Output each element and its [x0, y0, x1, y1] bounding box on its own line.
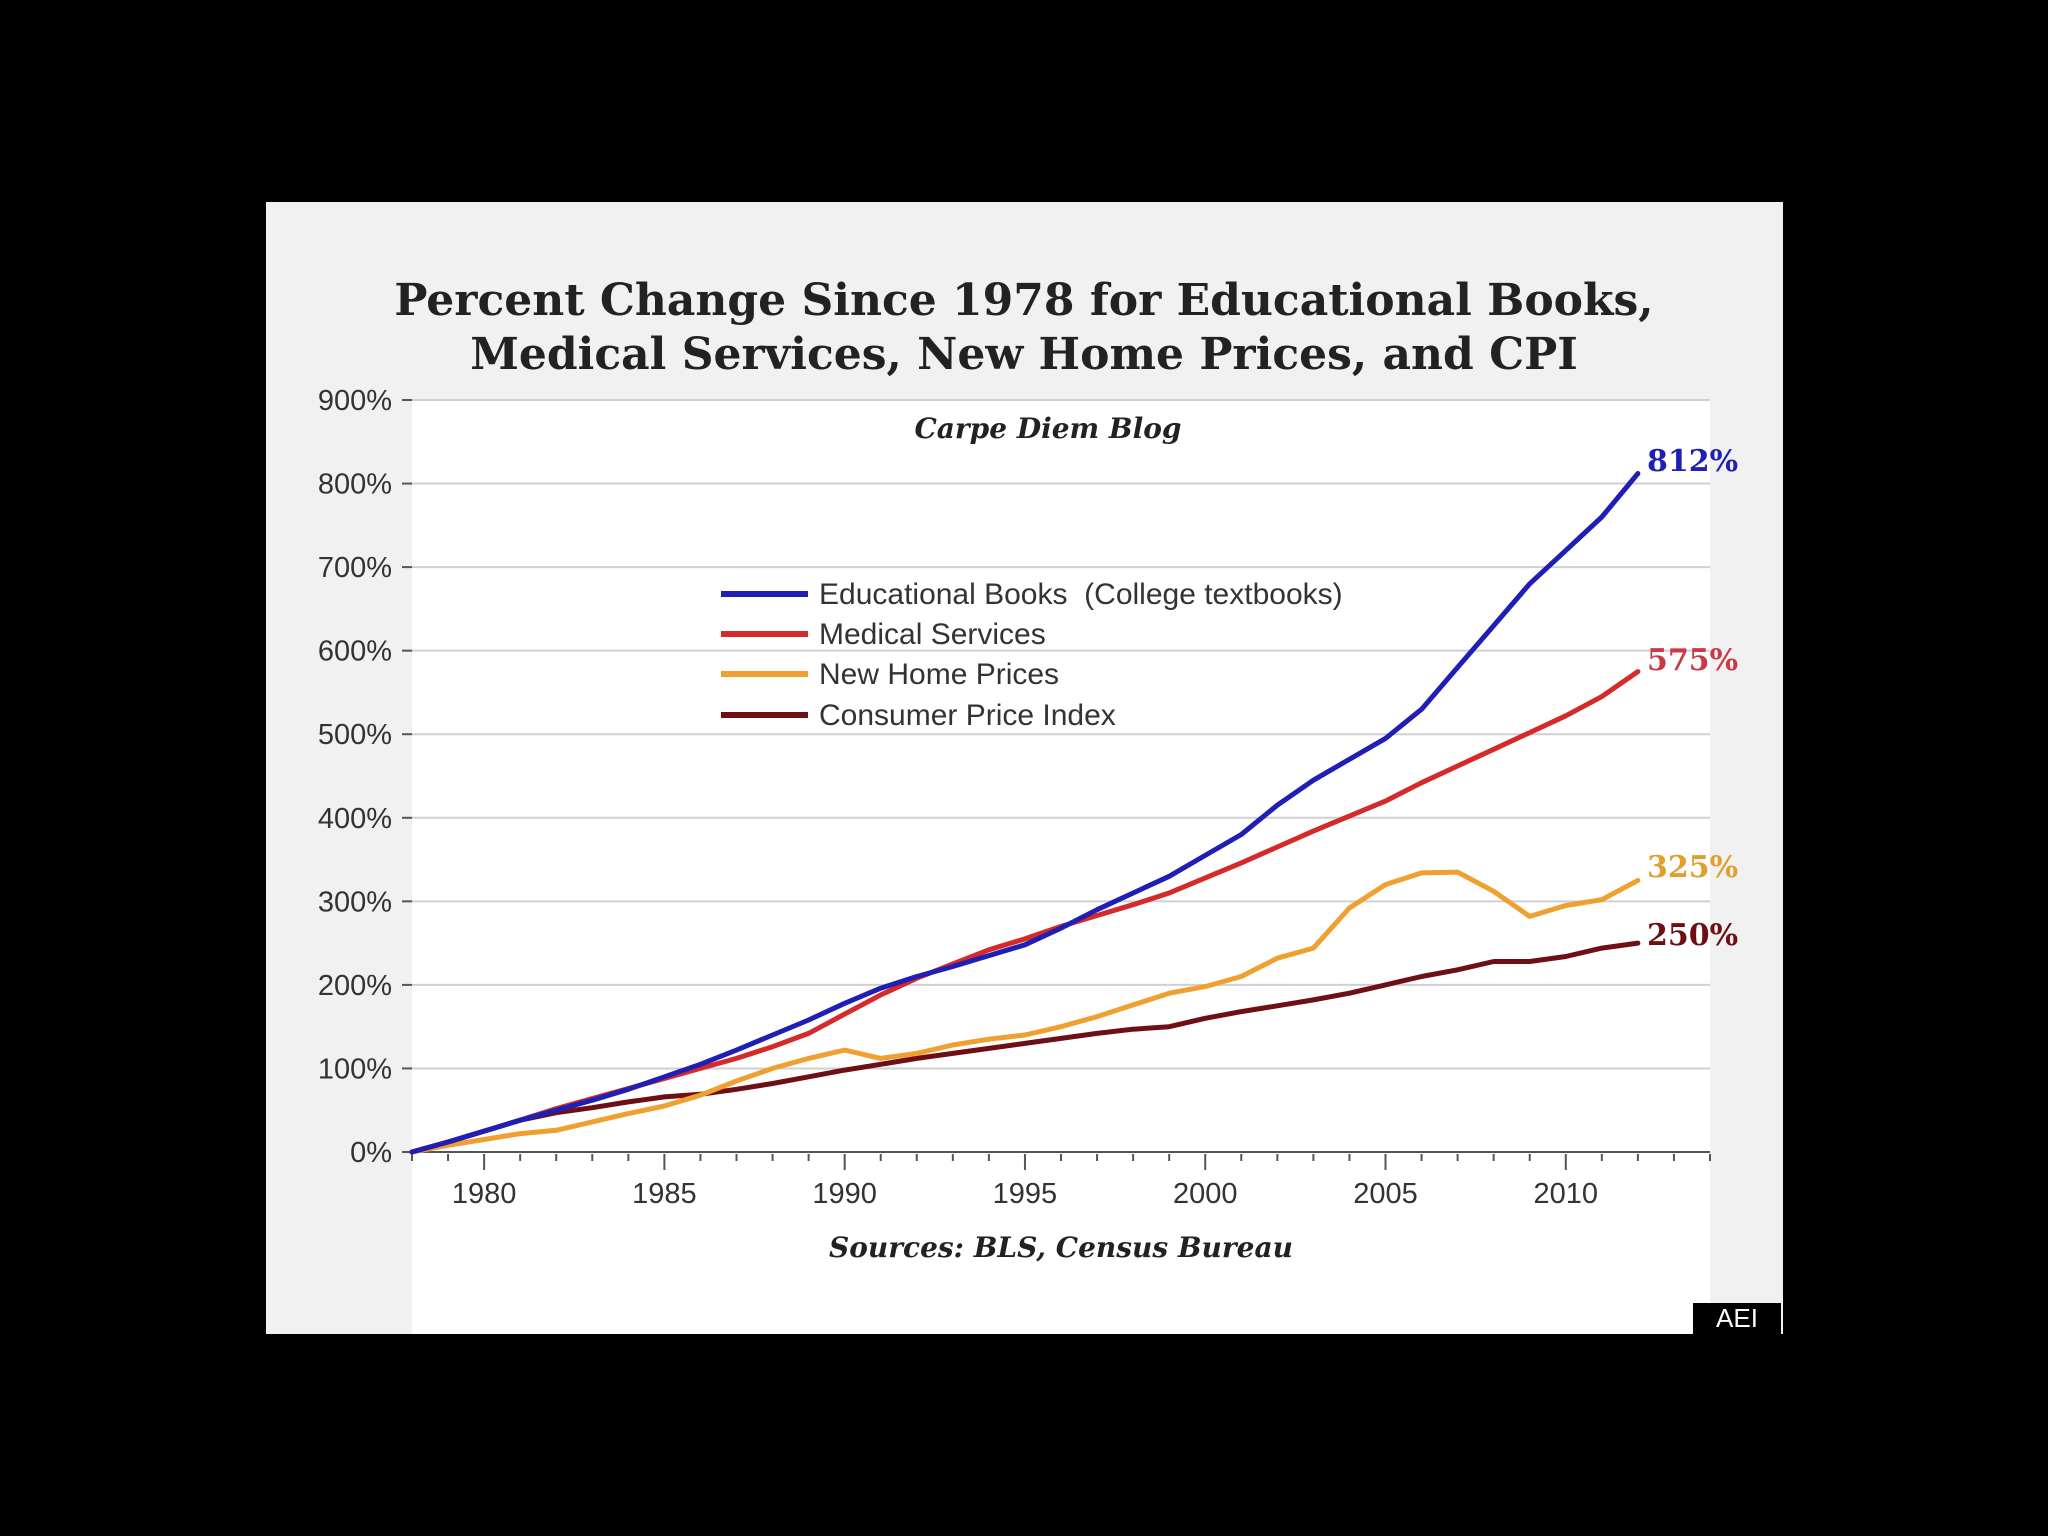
- x-tick-label: 2005: [1353, 1178, 1418, 1210]
- chart: 0% 100% 200% 300% 400% 500% 600% 700% 800% 900% 19…: [318, 275, 1738, 1334]
- y-tick-label: 100%: [318, 1053, 392, 1085]
- chart-subtitle: Carpe Diem Blog: [915, 412, 1182, 445]
- y-tick-label: 0%: [350, 1137, 392, 1169]
- x-tick-label: 1990: [812, 1178, 877, 1210]
- y-tick-label: 200%: [318, 970, 392, 1002]
- legend-label-educational-books: Educational Books (College textbooks): [819, 578, 1343, 611]
- chart-source: Sources: BLS, Census Bureau: [829, 1231, 1293, 1264]
- chart-panel: 0% 100% 200% 300% 400% 500% 600% 700% 800% 900% 19…: [266, 202, 1783, 1334]
- axes: 0% 100% 200% 300% 400% 500% 600% 700% 800% 900% 19…: [318, 385, 1711, 1210]
- chart-title-line-2: Medical Services, New Home Prices, and C…: [470, 329, 1578, 380]
- legend-label-new-home-prices: New Home Prices: [819, 658, 1059, 691]
- gridlines: [412, 399, 1710, 1070]
- x-tick-label: 2010: [1534, 1178, 1599, 1210]
- x-tick-label: 1985: [632, 1178, 697, 1210]
- x-tick-label: 2000: [1173, 1178, 1238, 1210]
- legend-label-medical-services: Medical Services: [819, 618, 1046, 651]
- legend: Educational Books (College textbooks) Me…: [721, 578, 1343, 732]
- series-line-new-home-prices: [409, 869, 1641, 1155]
- chart-title-line-1: Percent Change Since 1978 for Educationa…: [394, 275, 1653, 326]
- x-tick-label: 1980: [452, 1178, 517, 1210]
- y-tick-label: 900%: [318, 385, 392, 417]
- y-tick-label: 300%: [318, 886, 392, 918]
- plot-area: [412, 400, 1710, 1334]
- series-line-consumer-price-index: [409, 940, 1641, 1155]
- end-label-consumer-price-index: 250%: [1647, 918, 1738, 953]
- y-tick-label: 400%: [318, 803, 392, 835]
- y-tick-label: 700%: [318, 552, 392, 584]
- y-tick-label: 500%: [318, 719, 392, 751]
- end-label-new-home-prices: 325%: [1647, 850, 1738, 885]
- y-tick-label: 800%: [318, 469, 392, 501]
- y-tick-label: 600%: [318, 636, 392, 668]
- end-label-medical-services: 575%: [1647, 643, 1738, 678]
- x-tick-label: 1995: [993, 1178, 1058, 1210]
- end-label-educational-books: 812%: [1647, 444, 1738, 479]
- series-line-educational-books: [409, 471, 1641, 1155]
- legend-label-consumer-price-index: Consumer Price Index: [819, 699, 1116, 732]
- aei-badge: AEI: [1693, 1303, 1781, 1334]
- series-lines: [409, 471, 1641, 1155]
